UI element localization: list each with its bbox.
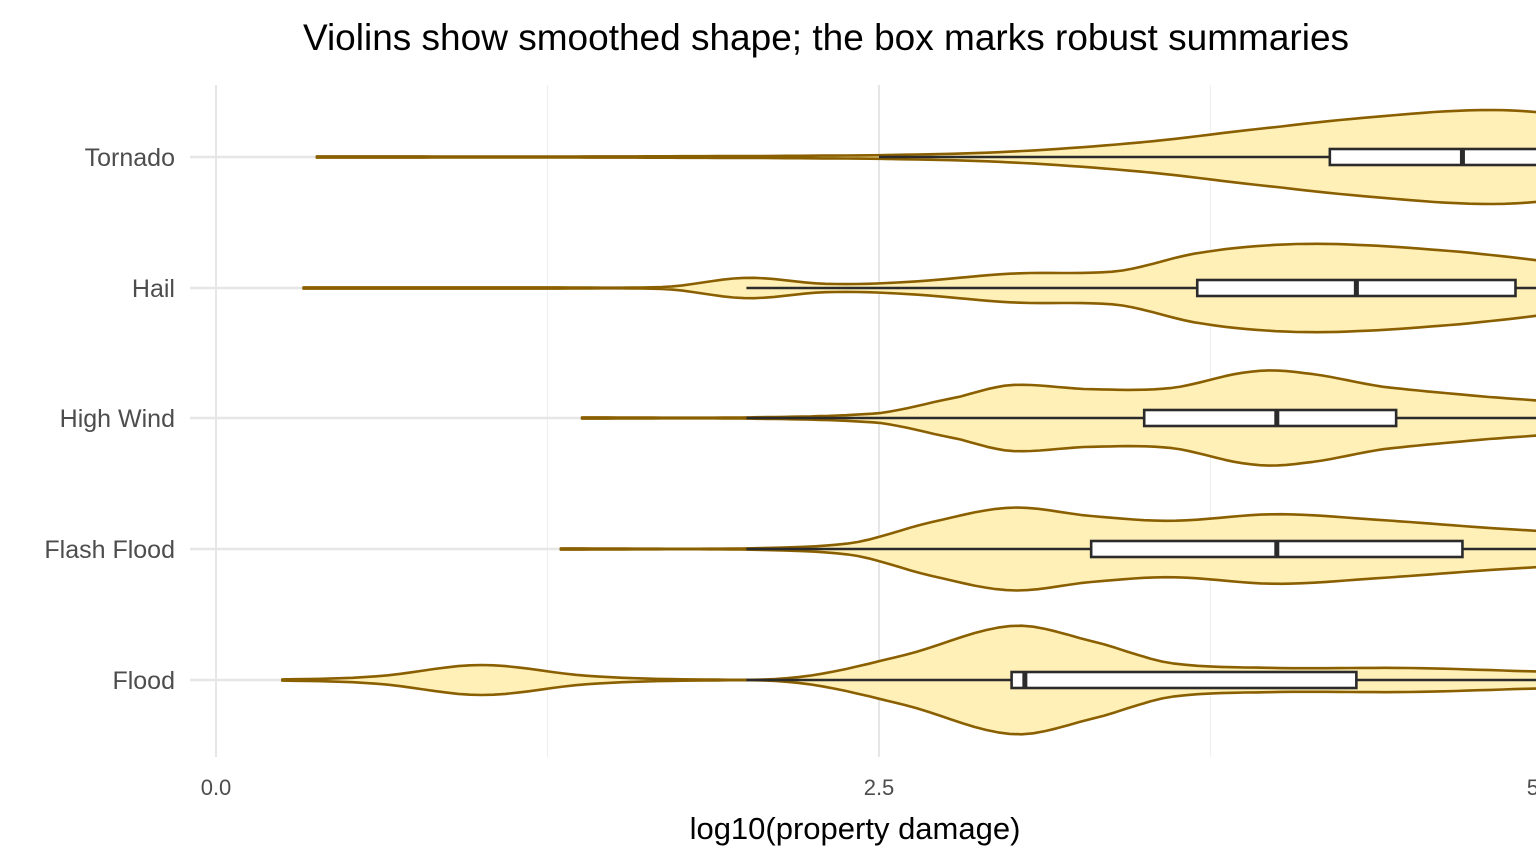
box-iqr xyxy=(1010,670,1358,690)
y-tick-label: Tornado xyxy=(85,144,175,172)
x-axis-label: log10(property damage) xyxy=(690,811,1021,846)
boxplots xyxy=(746,147,1536,690)
y-tick-label: High Wind xyxy=(60,405,175,433)
y-tick-label: Flash Flood xyxy=(44,536,175,564)
y-tick-label: Hail xyxy=(132,275,175,303)
x-tick-label: 0.0 xyxy=(201,775,232,800)
y-tick-label: Flood xyxy=(112,667,175,695)
chart-title: Violins show smoothed shape; the box mar… xyxy=(303,17,1349,58)
box-iqr xyxy=(1328,147,1536,167)
box-iqr xyxy=(1142,408,1398,428)
x-tick-label: 2.5 xyxy=(864,775,895,800)
x-axis-tick-labels: 0.02.55.07.5 xyxy=(201,775,1536,800)
y-axis-tick-labels: Tornado Hail High Wind Flash Flood Flood xyxy=(44,144,175,695)
x-tick-label: 5.0 xyxy=(1527,775,1536,800)
